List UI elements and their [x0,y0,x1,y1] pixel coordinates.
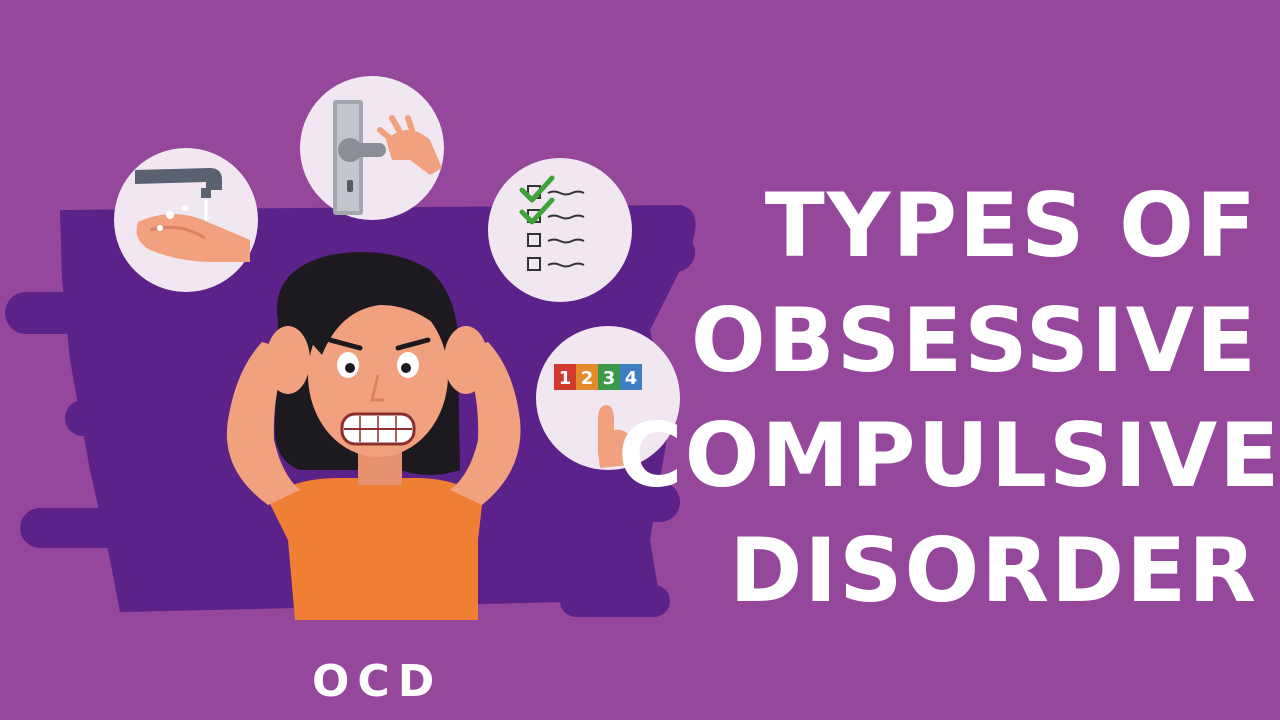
title-line-4: DISORDER [729,519,1258,622]
title-line-3: COMPULSIVE [618,404,1280,507]
page-title: TYPES OF OBSESSIVE COMPULSIVE DISORDER [618,168,1280,628]
count-number-3: 3 [603,368,616,389]
count-number-2: 2 [581,368,594,389]
counting-icon: 1 2 3 4 [536,326,680,470]
hand-washing-icon [114,148,258,292]
count-number-1: 1 [559,368,572,389]
ocd-illustration: 1 2 3 4 [5,76,696,620]
count-number-4: 4 [625,368,638,389]
checklist-icon [488,158,632,302]
door-handle-icon [300,76,444,220]
woman-figure [226,252,521,620]
ocd-label: OCD [312,656,443,707]
title-line-1: TYPES OF [764,174,1258,277]
title-line-2: OBSESSIVE [690,289,1258,392]
